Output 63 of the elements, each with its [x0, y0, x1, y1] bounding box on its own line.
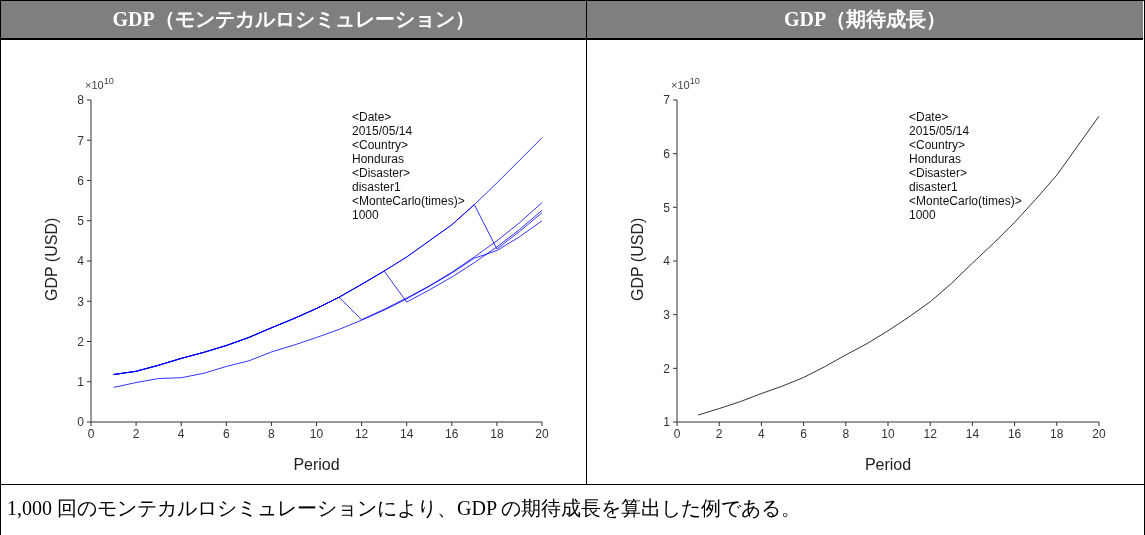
x-tick-label: 20	[1092, 426, 1106, 441]
annotation: 2015/05/14	[909, 124, 971, 138]
text: ×10$^{10}$	[671, 76, 700, 91]
annotation: <Disaster>	[352, 166, 412, 180]
y-tick-label: 0	[77, 415, 85, 430]
y-tick-label: 3	[663, 307, 671, 322]
x-tick-label: 0	[673, 426, 681, 441]
x-tick-label: 6	[800, 426, 808, 441]
y-tick-label: 1	[663, 415, 671, 430]
chart-title: GDP（期待成長）	[587, 1, 1143, 40]
x-tick-label: 10	[881, 426, 895, 441]
y-tick-label: 8	[77, 93, 85, 108]
y-tick-label: 6	[77, 173, 85, 188]
y-tick-label: 4	[663, 254, 671, 269]
annotation: Honduras	[352, 152, 406, 166]
x-tick-label: 18	[490, 426, 504, 441]
y-tick-label: 4	[77, 254, 85, 269]
x-tick-label: 16	[1007, 426, 1022, 441]
annotation: 1000	[352, 208, 380, 222]
y-axis-title: GDP (USD)	[628, 217, 646, 301]
text: ×10$^{10}$	[85, 76, 114, 91]
x-tick-label: 4	[758, 426, 766, 441]
annotation: disaster1	[352, 180, 402, 194]
chart-title: GDP（モンテカルロシミュレーション）	[1, 1, 586, 40]
x-tick-label: 18	[1050, 426, 1064, 441]
y-tick-label: 7	[77, 133, 85, 148]
y-tick-label: 5	[663, 200, 671, 215]
annotation: <Date>	[352, 110, 393, 124]
y-tick-label: 1	[77, 375, 85, 390]
x-axis-title: Period	[293, 456, 340, 473]
x-tick-label: 0	[87, 426, 95, 441]
x-axis-title: Period	[864, 456, 912, 473]
x-tick-label: 10	[309, 426, 324, 441]
annotation: Honduras	[909, 152, 963, 166]
x-tick-label: 4	[177, 426, 185, 441]
annotation: <Country>	[352, 138, 410, 152]
annotation: <MonteCarlo(times)>	[352, 194, 465, 208]
x-tick-label: 12	[354, 426, 369, 441]
annotation: 1000	[909, 208, 937, 222]
x-tick-label: 12	[923, 426, 938, 441]
y-tick-label: 3	[77, 294, 85, 309]
y-axis-title: GDP (USD)	[42, 217, 60, 301]
x-tick-label: 16	[445, 426, 459, 441]
x-tick-label: 2	[715, 426, 723, 441]
y-tick-label: 7	[663, 93, 671, 108]
x-tick-label: 2	[132, 426, 140, 441]
annotation: <Date>	[909, 110, 950, 124]
x-tick-label: 8	[268, 426, 276, 441]
x-tick-label: 14	[400, 426, 414, 441]
annotation: <MonteCarlo(times)>	[909, 194, 1022, 208]
x-tick-label: 20	[535, 426, 549, 441]
x-tick-label: 6	[222, 426, 230, 441]
y-tick-label: 6	[663, 146, 671, 161]
y-tick-label: 5	[77, 214, 85, 229]
annotation: disaster1	[909, 180, 959, 194]
annotation: <Country>	[909, 138, 967, 152]
annotation: <Disaster>	[909, 166, 969, 180]
text: 1,000 回のモンテカルロシミュレーションにより、GDP の期待成長を算出した例である。	[7, 496, 803, 521]
annotation: 2015/05/14	[352, 124, 414, 138]
y-tick-label: 2	[663, 361, 671, 376]
x-tick-label: 14	[965, 426, 980, 441]
x-tick-label: 8	[842, 426, 850, 441]
y-tick-label: 2	[77, 334, 85, 349]
